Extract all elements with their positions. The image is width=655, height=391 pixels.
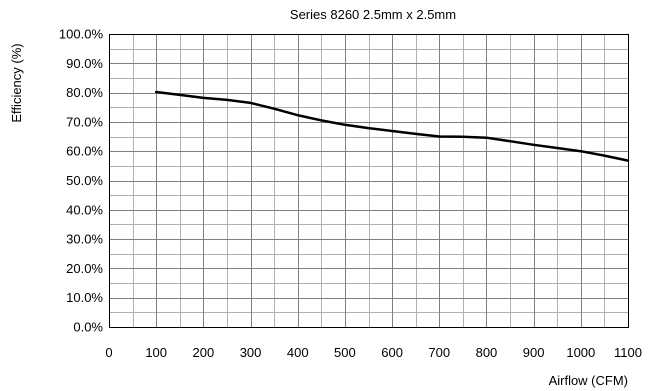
- y-tick-label: 80.0%: [66, 85, 103, 100]
- y-tick-label: 40.0%: [66, 202, 103, 217]
- x-tick-labels: 0 100 200 300 400 500 600 700 800 900 1000 1100: [105, 345, 642, 360]
- x-tick-label: 200: [193, 345, 215, 360]
- y-tick-label: 60.0%: [66, 144, 103, 159]
- x-tick-label: 700: [428, 345, 450, 360]
- y-tick-labels: 0.0% 10.0% 20.0% 30.0% 40.0% 50.0% 60.0% 70.0% 8…: [59, 27, 104, 335]
- y-tick-label: 20.0%: [66, 261, 103, 276]
- y-tick-label: 70.0%: [66, 114, 103, 129]
- x-tick-label: 100: [145, 345, 167, 360]
- x-tick-label: 0: [105, 345, 112, 360]
- x-tick-label: 900: [523, 345, 545, 360]
- chart-title: Series 8260 2.5mm x 2.5mm: [290, 7, 456, 22]
- x-tick-label: 600: [381, 345, 403, 360]
- y-tick-label: 10.0%: [66, 290, 103, 305]
- minor-grid: [109, 34, 628, 327]
- y-tick-label: 30.0%: [66, 232, 103, 247]
- x-tick-label: 500: [334, 345, 356, 360]
- y-tick-label: 100.0%: [59, 27, 104, 42]
- y-axis-label: Efficiency (%): [9, 43, 24, 122]
- x-tick-label: 1100: [614, 345, 642, 360]
- x-tick-label: 400: [287, 345, 309, 360]
- plot-border: [109, 34, 629, 328]
- major-grid: [109, 34, 629, 328]
- x-tick-label: 1000: [566, 345, 595, 360]
- y-tick-label: 50.0%: [66, 173, 103, 188]
- x-tick-label: 800: [476, 345, 498, 360]
- x-axis-label: Airflow (CFM): [549, 373, 628, 388]
- efficiency-series-line: [154, 90, 630, 162]
- y-tick-label: 0.0%: [73, 320, 103, 335]
- x-tick-label: 300: [240, 345, 262, 360]
- series-layer: [154, 90, 630, 162]
- y-tick-label: 90.0%: [66, 56, 103, 71]
